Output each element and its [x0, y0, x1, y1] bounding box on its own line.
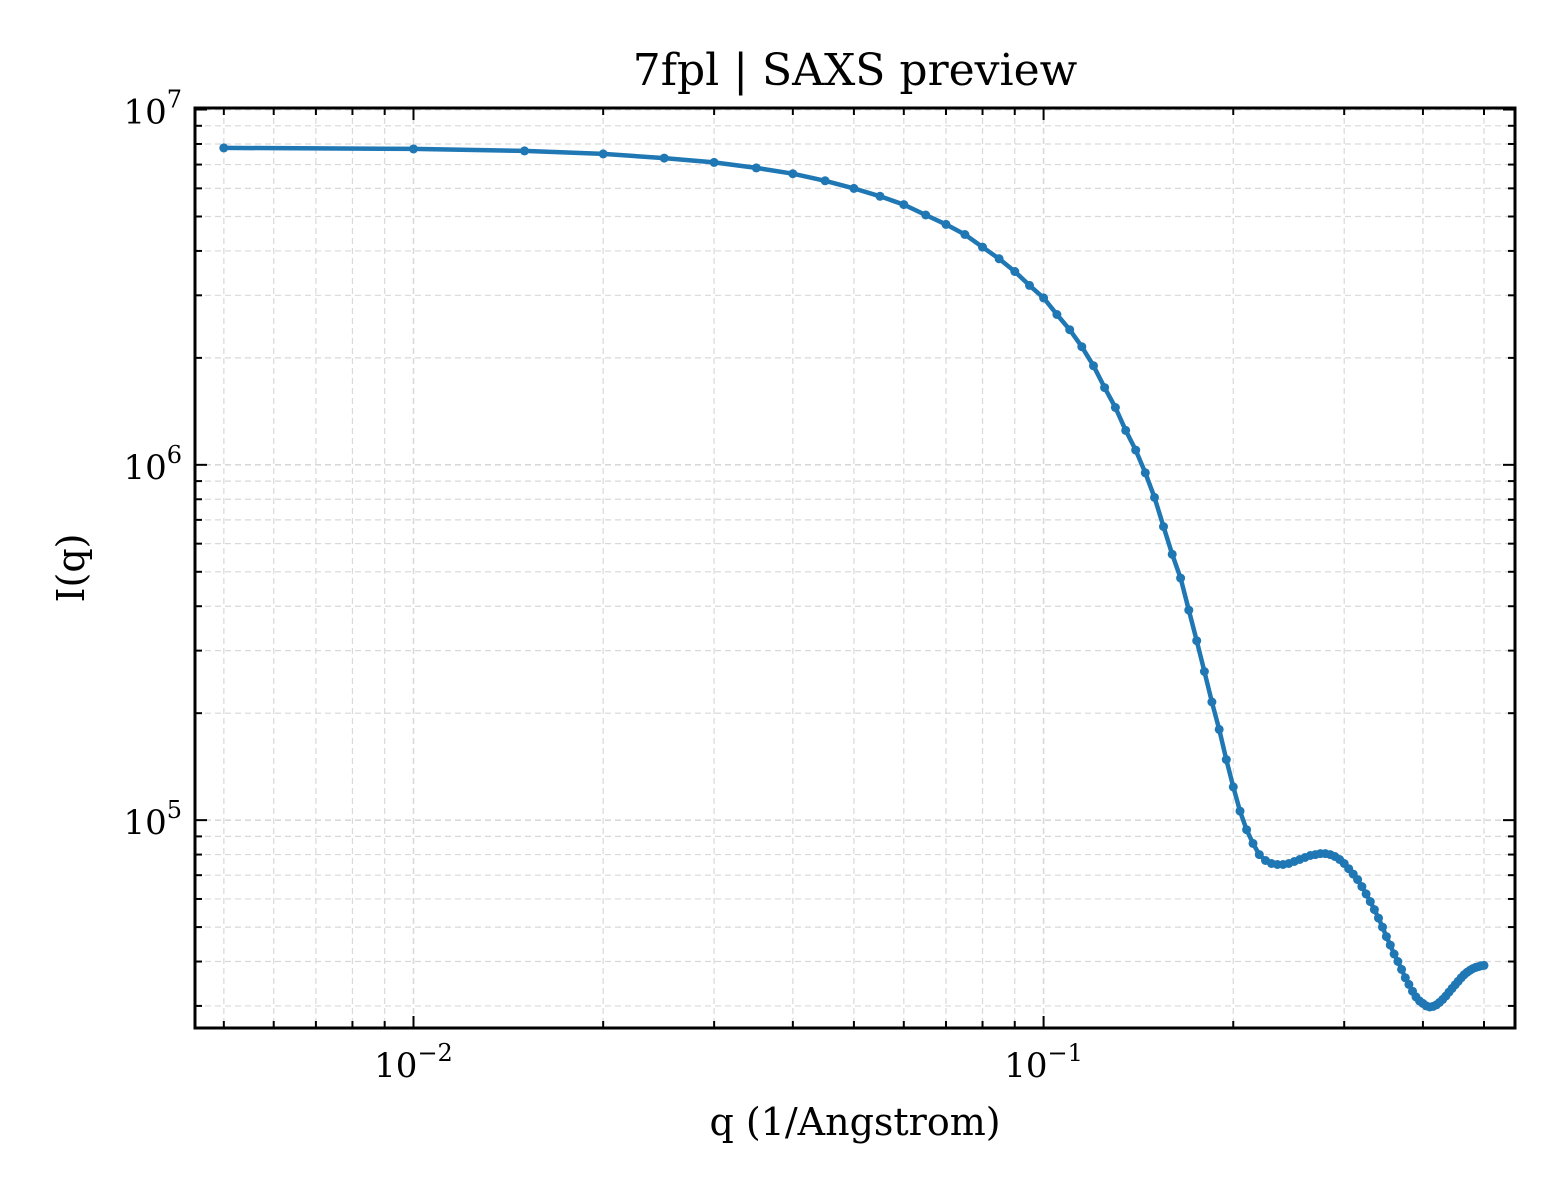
data-point: [1065, 325, 1075, 335]
data-point: [1369, 905, 1379, 915]
x-tick-label: 10−1: [1004, 1039, 1083, 1086]
grid-lines: [195, 108, 1515, 1028]
data-point: [1389, 949, 1399, 959]
chart-title: 7fpl | SAXS preview: [633, 45, 1078, 96]
data-point: [1393, 957, 1403, 966]
data-point: [520, 146, 529, 156]
tick-labels: 10−2 10−1 105 106 107: [123, 86, 1082, 1086]
data-point: [1192, 636, 1202, 646]
data-point: [1140, 468, 1150, 478]
data-point: [1207, 697, 1217, 707]
data-point: [598, 149, 608, 159]
axis-ticks: [195, 108, 1515, 1028]
data-point: [1385, 940, 1395, 950]
data-point: [899, 200, 909, 210]
data-point: [1353, 875, 1363, 885]
data-point: [1378, 922, 1387, 932]
data-point: [659, 153, 669, 163]
data-point: [1052, 310, 1062, 319]
data-point: [1025, 280, 1034, 290]
data-point: [1010, 267, 1020, 276]
data-point: [1121, 425, 1131, 435]
data-point: [875, 191, 885, 201]
x-tick-label: 10−2: [374, 1039, 453, 1086]
data-point: [1374, 913, 1383, 923]
data-point: [1361, 889, 1371, 899]
data-point: [1400, 973, 1410, 983]
data-point: [994, 254, 1004, 264]
data-point: [1077, 342, 1087, 352]
data-point: [1397, 964, 1407, 974]
data-point: [1365, 897, 1375, 907]
data-point: [788, 169, 798, 179]
y-axis-label: I(q): [49, 534, 93, 603]
data-point: [1248, 838, 1258, 848]
data-point: [1242, 825, 1252, 835]
data-series: [219, 143, 1489, 1012]
x-axis-label: q (1/Angstrom): [709, 1100, 1000, 1144]
data-point: [1228, 782, 1238, 792]
data-point: [219, 143, 229, 153]
data-point: [1357, 882, 1367, 892]
data-point: [921, 210, 931, 220]
data-point: [1110, 403, 1120, 412]
plot-frame: [193, 106, 1517, 1030]
data-point: [941, 219, 951, 229]
data-point: [820, 176, 830, 186]
data-point: [751, 163, 761, 173]
data-point: [1381, 932, 1391, 942]
data-point: [1176, 573, 1186, 583]
data-point: [1479, 960, 1489, 970]
data-point: [1214, 724, 1224, 734]
data-point: [1404, 979, 1414, 989]
data-point: [1159, 522, 1168, 532]
data-point: [1167, 549, 1177, 559]
data-point: [1100, 383, 1110, 393]
data-point: [709, 157, 719, 167]
data-point: [1184, 605, 1194, 615]
y-tick-label: 106: [123, 441, 182, 488]
data-point: [1150, 492, 1159, 502]
data-point: [1254, 850, 1264, 860]
data-point: [1131, 445, 1141, 455]
data-point: [1039, 293, 1049, 303]
data-point: [1089, 361, 1098, 371]
y-tick-label: 105: [123, 796, 182, 843]
data-point: [409, 144, 418, 154]
y-tick-label: 107: [123, 86, 182, 133]
data-point: [1235, 806, 1245, 816]
data-point: [960, 230, 970, 239]
data-point: [1221, 755, 1231, 765]
data-point: [1199, 667, 1209, 676]
data-point: [849, 183, 859, 193]
data-point: [978, 242, 987, 252]
